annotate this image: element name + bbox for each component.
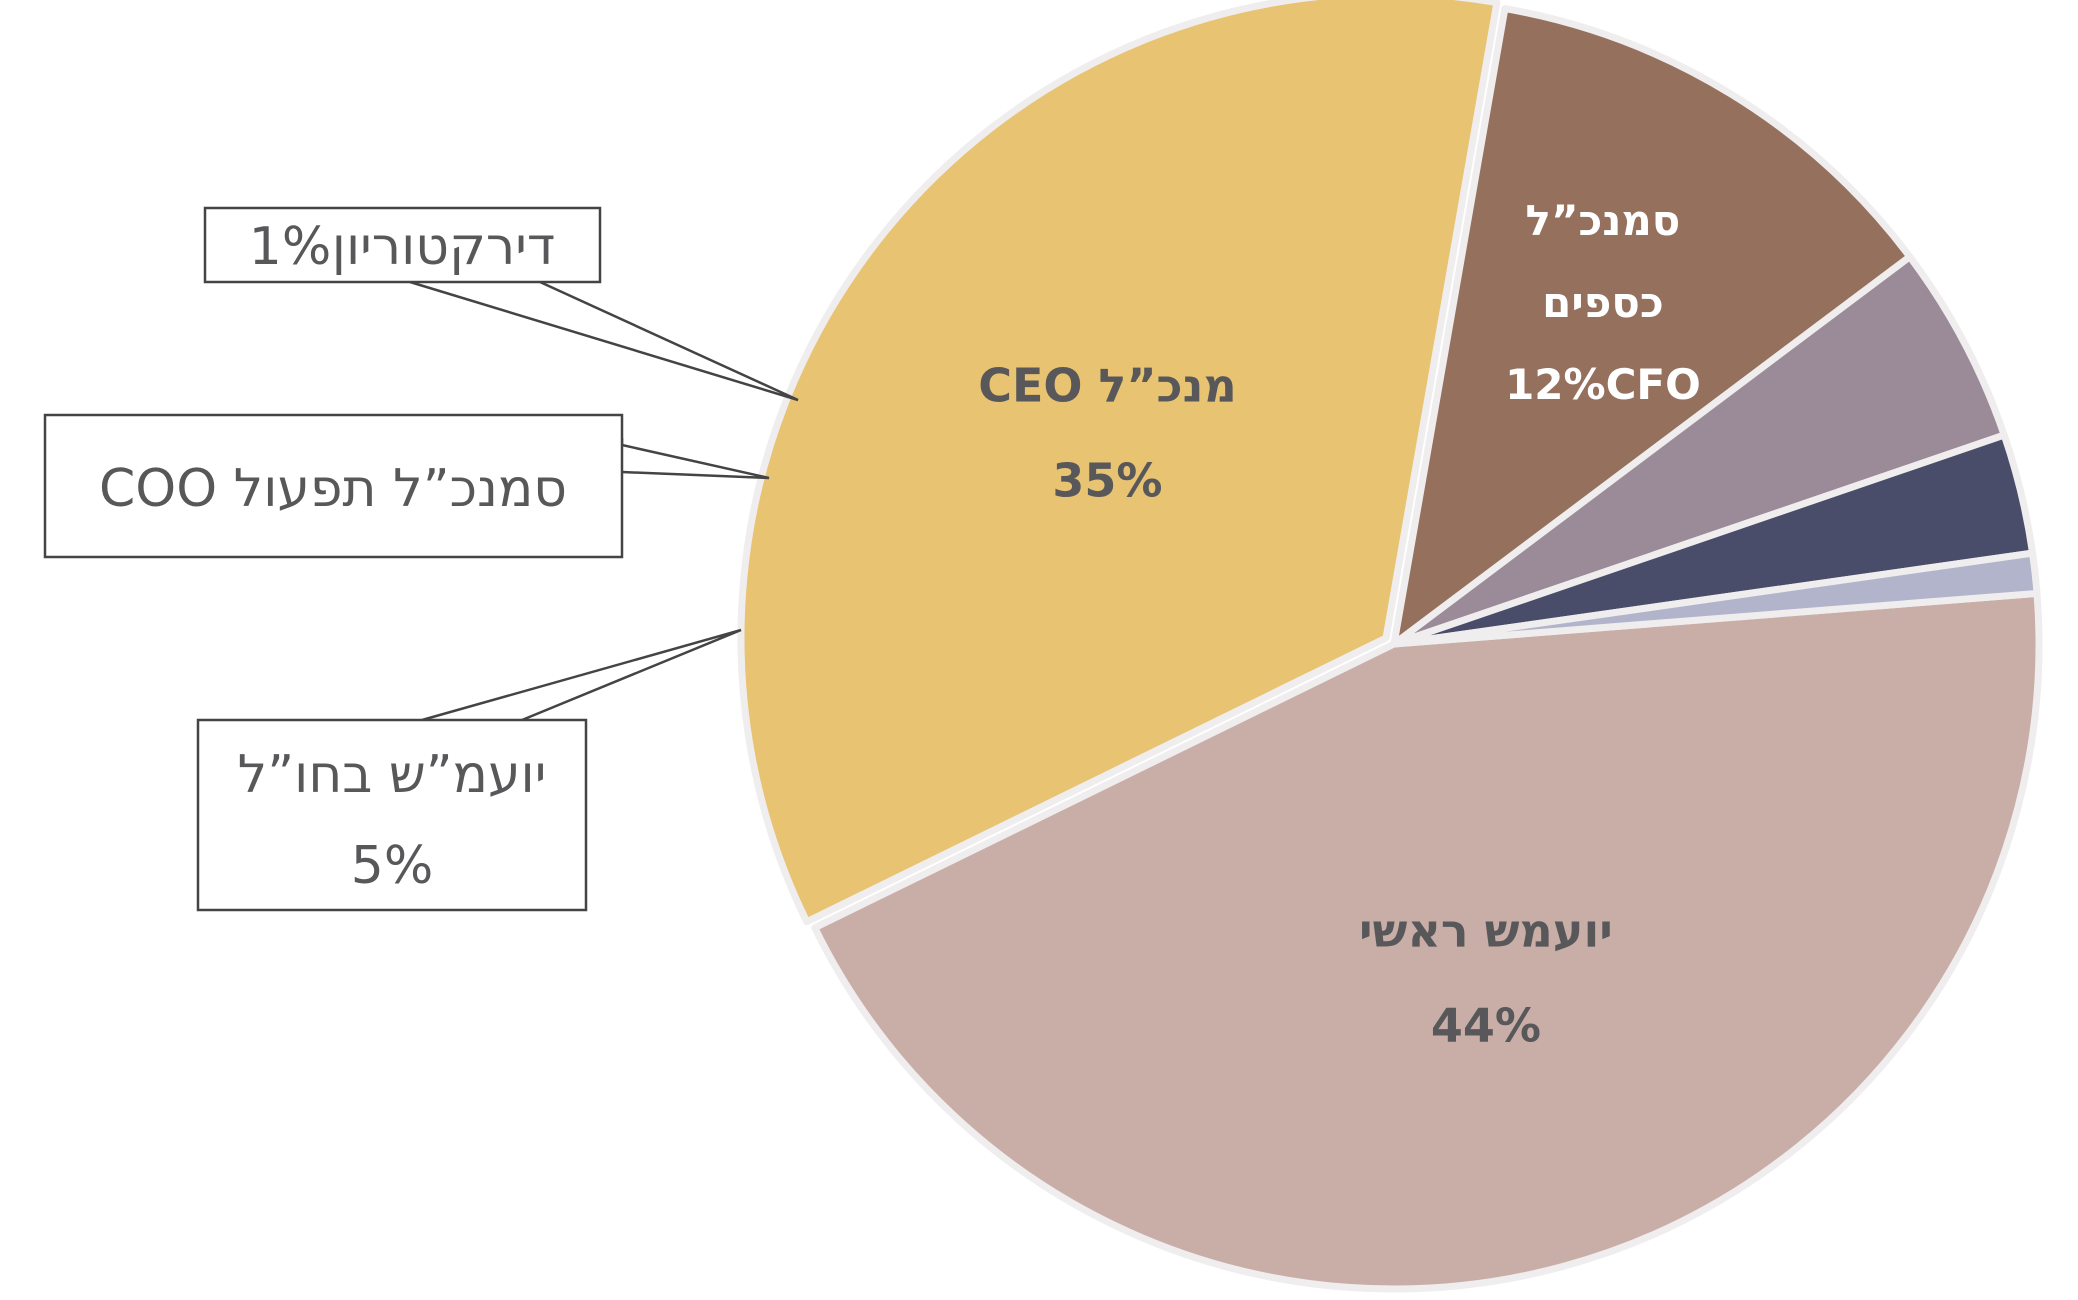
callout-legal-abroad-label: יועמ”ש בחו”ל — [238, 745, 547, 805]
callout-box-legal-abroad — [196, 718, 588, 912]
leader-line-legal-abroad — [421, 628, 742, 722]
callout-directors-percent: 1% — [249, 217, 332, 277]
callout-coo: סמנכ”ל תפעול COO — [43, 413, 770, 559]
leader-line-coo — [620, 438, 770, 480]
callout-legal-abroad: יועמ”ש בחו”ל 5% — [196, 628, 742, 912]
callout-box-coo — [43, 413, 624, 559]
callout-box-directors — [203, 206, 602, 284]
pie-slice-2 — [1390, 5, 1914, 648]
slice-1-percent-label: 35% — [1052, 453, 1162, 507]
pie-slice-3 — [1390, 253, 2008, 648]
pie-slices — [737, 0, 2043, 1293]
inside-labels: יועמש ראשי 44% מנכ”ל CEO 35% סמנכ”ל כספים 12%C… — [978, 196, 1701, 1052]
callout-directors: דירקטוריון 1% — [203, 206, 799, 402]
callout-legal-abroad-percent: 5% — [351, 836, 434, 896]
leader-line-directors — [409, 280, 799, 402]
slice-1-label-line-0: מנכ”ל CEO — [978, 358, 1237, 412]
slice-2-percent-label: 12%CFO — [1505, 360, 1701, 409]
pie-slice-0 — [811, 589, 2043, 1293]
slice-2-label-line-0: סמנכ”ל — [1526, 196, 1681, 245]
slice-0-label-line-0: יועמש ראשי — [1359, 903, 1613, 957]
pie-slice-1 — [737, 0, 1501, 926]
callout-coo-label: סמנכ”ל תפעול COO — [99, 459, 567, 519]
pie-slice-5 — [1390, 549, 2041, 648]
slice-0-percent-label: 44% — [1431, 998, 1541, 1052]
callout-directors-label: דירקטוריון — [332, 217, 555, 277]
callout-directors-text: דירקטוריון 1% — [249, 217, 556, 277]
slice-2-label-line-1: כספים — [1542, 278, 1664, 327]
